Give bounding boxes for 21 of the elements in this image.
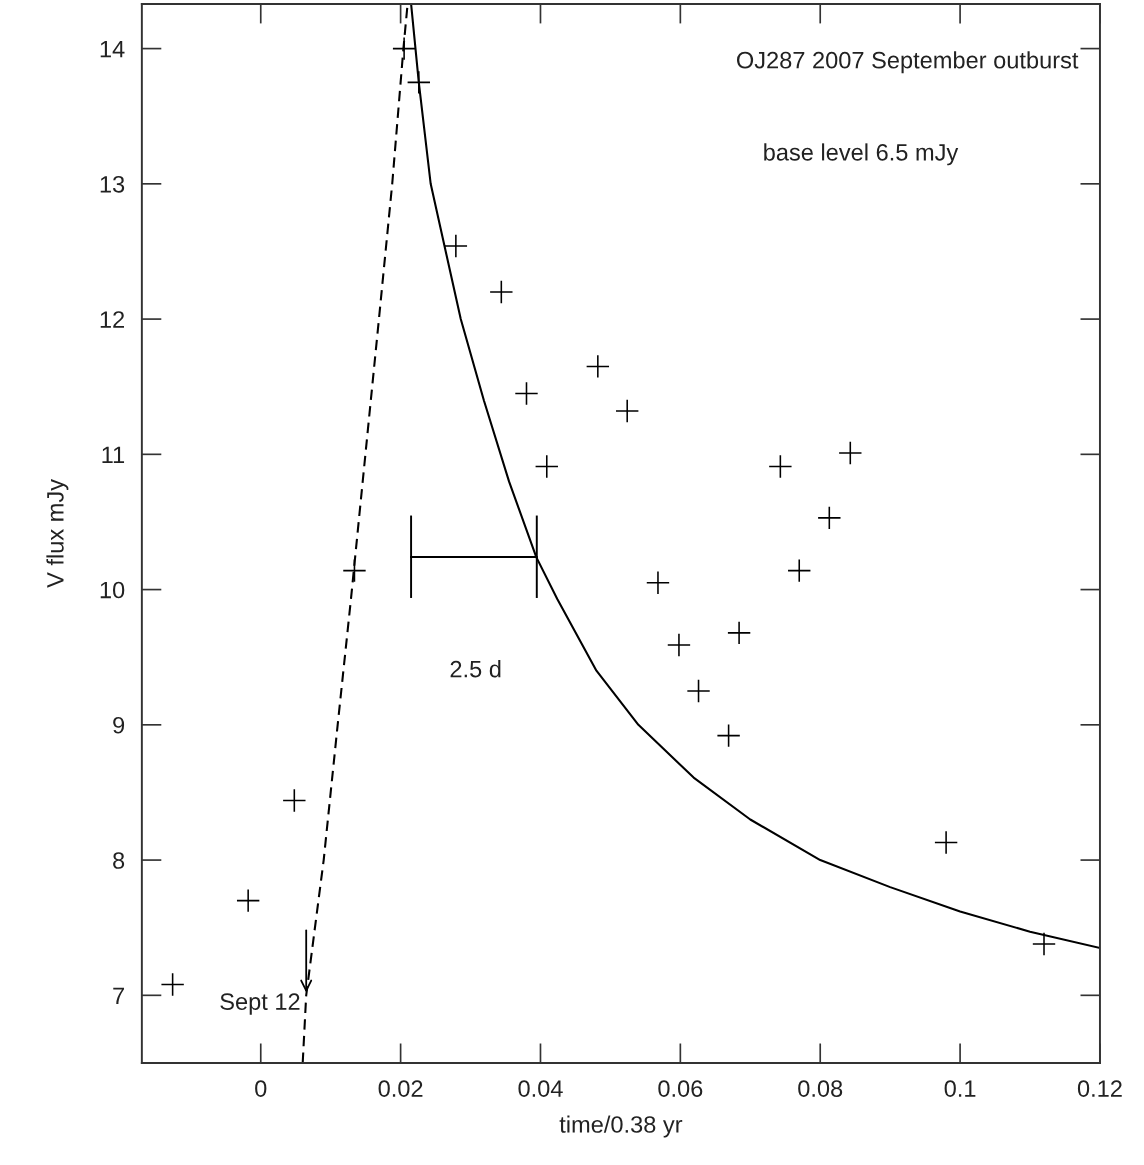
y-tick-label: 11: [102, 446, 125, 463]
annotation: OJ287 2007 September outburst: [737, 51, 1079, 74]
x-tick-label: 0.02: [378, 1080, 423, 1097]
y-tick-label: 10: [100, 581, 125, 599]
x-tick-label: 0.08: [798, 1080, 843, 1097]
x-tick-label: 0.12: [1077, 1080, 1122, 1097]
y-tick-label: 14: [100, 40, 125, 58]
y-tick-label: 13: [100, 175, 125, 193]
annotation: base level 6.5 mJy: [764, 143, 959, 166]
x-tick-label: 0: [255, 1080, 267, 1097]
y-tick-label: 7: [113, 987, 125, 1004]
annotation: 2.5 d: [450, 660, 501, 678]
annotation: Sept 12: [220, 993, 300, 1015]
y-tick-label: 9: [113, 716, 125, 734]
y-tick-label: 12: [100, 311, 125, 328]
x-axis-title: time/0.38 yr: [559, 1115, 683, 1138]
x-tick-label: 0.04: [518, 1080, 563, 1097]
x-tick-label: 0.06: [658, 1080, 703, 1097]
x-tick-label: 0.1: [944, 1080, 976, 1097]
y-tick-label: 8: [113, 852, 125, 869]
y-axis-title: V flux mJy: [46, 479, 69, 588]
